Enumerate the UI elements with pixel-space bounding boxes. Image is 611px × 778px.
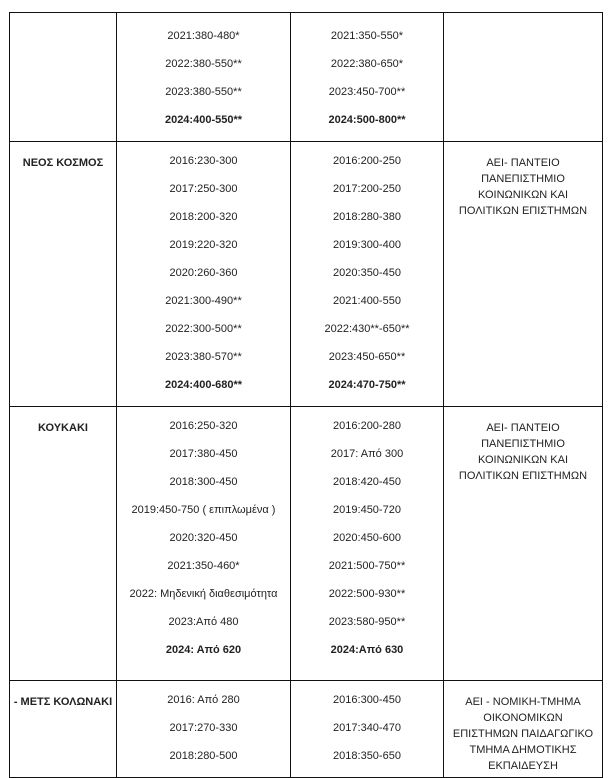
area-cell: ΝΕΟΣ ΚΟΣΜΟΣ (9, 141, 117, 407)
price-entry: 2022:500-930** (328, 588, 406, 600)
area-name (10, 13, 116, 26)
price-entry: 2017:380-450 (169, 448, 238, 460)
price-entry: 2018:280-380 (333, 211, 401, 223)
institution-text: ΑΕΙ- ΠΑΝΤΕΙΟ ΠΑΝΕΠΙΣΤΗΜΙΟ ΚΟΙΝΩΝΙΚΩΝ ΚΑΙ… (458, 422, 588, 482)
price-entry: 2016:200-250 (333, 155, 401, 167)
price-entry: 2024:400-550** (164, 114, 243, 126)
price-entry: 2017: Από 300 (330, 448, 404, 460)
price-entry: 2023:450-700** (328, 86, 406, 98)
price-list: 2016: Από 280 2017:270-330 2018:280-500 (117, 681, 290, 763)
institution-cell (443, 12, 603, 142)
institution-text: ΑΕΙ- ΠΑΝΤΕΙΟ ΠΑΝΕΠΙΣΤΗΜΙΟ ΚΟΙΝΩΝΙΚΩΝ ΚΑΙ… (458, 157, 588, 217)
price-entry: 2024:Από 630 (330, 644, 404, 656)
price-list: 2021:350-550* 2022:380-650* 2023:450-700**… (291, 13, 443, 127)
area-cell (9, 12, 117, 142)
institution-cell: ΑΕΙ - ΝΟΜΙΚΗ-ΤΜΗΜΑ ΟΙΚΟΝΟΜΙΚΩΝ ΕΠΙΣΤΗΜΩΝ… (443, 680, 603, 778)
price-entry: 2021:350-550* (330, 30, 404, 42)
price-entry: 2016:250-320 (169, 420, 238, 432)
price-list: 2016:200-280 2017: Από 300 2018:420-450 201… (291, 407, 443, 657)
price-entry: 2021:400-550 (333, 295, 401, 307)
price-entry: 2017:340-470 (333, 722, 401, 734)
area-cell: - ΜΕΤΣ ΚΟΛΩΝΑΚΙ (9, 680, 117, 778)
price-entry: 2016:300-450 (333, 694, 401, 706)
col2-cell: 2016:200-280 2017: Από 300 2018:420-450 201… (290, 406, 444, 681)
price-entry: 2017:250-300 (169, 183, 238, 195)
rent-table: 2021:380-480* 2022:380-550** 2023:380-550*… (9, 12, 603, 778)
price-entry: 2018:280-500 (169, 750, 238, 762)
table-row: 2021:380-480* 2022:380-550** 2023:380-550*… (9, 12, 603, 142)
price-entry: 2020:260-360 (169, 267, 238, 279)
col1-cell: 2021:380-480* 2022:380-550** 2023:380-550*… (116, 12, 291, 142)
area-name: ΚΟΥΚΑΚΙ (38, 422, 88, 434)
table-row: ΝΕΟΣ ΚΟΣΜΟΣ 2016:230-300 2017:250-300 2018:… (9, 141, 603, 407)
price-entry: 2022:300-500** (165, 323, 242, 335)
area-cell: ΚΟΥΚΑΚΙ (9, 406, 117, 681)
price-entry: 2018:350-650 (333, 750, 401, 762)
price-entry: 2020:320-450 (169, 532, 238, 544)
price-entry: 2022: Μηδενική διαθεσιμότητα (129, 588, 278, 600)
price-entry: 2018:420-450 (333, 476, 401, 488)
price-entry: 2023:380-570** (165, 351, 242, 363)
institution-text: ΑΕΙ - ΝΟΜΙΚΗ-ΤΜΗΜΑ ΟΙΚΟΝΟΜΙΚΩΝ ΕΠΙΣΤΗΜΩΝ… (452, 696, 594, 772)
price-entry: 2024:400-680** (164, 379, 243, 391)
price-list: 2016:200-250 2017:200-250 2018:280-380 2019… (291, 142, 443, 392)
price-entry: 2021:500-750** (328, 560, 406, 572)
area-name: - ΜΕΤΣ ΚΟΛΩΝΑΚΙ (13, 696, 113, 708)
price-entry: 2024:500-800** (328, 114, 406, 126)
price-entry: 2022:380-650* (330, 58, 404, 70)
col2-cell: 2016:300-450 2017:340-470 2018:350-650 (290, 680, 444, 778)
area-name: ΝΕΟΣ ΚΟΣΜΟΣ (22, 157, 104, 169)
price-entry: 2019:220-320 (169, 239, 238, 251)
price-entry: 2024: Από 620 (165, 644, 242, 656)
price-entry: 2020:350-450 (333, 267, 401, 279)
price-entry: 2023:450-650** (328, 351, 406, 363)
price-entry: 2018:300-450 (169, 476, 238, 488)
price-list: 2016:300-450 2017:340-470 2018:350-650 (291, 681, 443, 763)
price-list: 2016:230-300 2017:250-300 2018:200-320 2019… (117, 142, 290, 392)
table-body: 2021:380-480* 2022:380-550** 2023:380-550*… (9, 12, 603, 778)
price-entry: 2023:580-950** (328, 616, 406, 628)
price-entry: 2019:300-400 (333, 239, 401, 251)
price-list: 2016:250-320 2017:380-450 2018:300-450 2019… (117, 407, 290, 657)
price-entry: 2016:200-280 (333, 420, 401, 432)
col2-cell: 2016:200-250 2017:200-250 2018:280-380 2019… (290, 141, 444, 407)
institution-cell: ΑΕΙ- ΠΑΝΤΕΙΟ ΠΑΝΕΠΙΣΤΗΜΙΟ ΚΟΙΝΩΝΙΚΩΝ ΚΑΙ… (443, 406, 603, 681)
price-entry: 2024:470-750** (328, 379, 406, 391)
price-entry: 2016: Από 280 (167, 694, 240, 706)
price-entry: 2019:450-720 (333, 504, 401, 516)
table-row: ΚΟΥΚΑΚΙ 2016:250-320 2017:380-450 2018:300-… (9, 406, 603, 681)
institution-text (444, 13, 602, 26)
price-list: 2021:380-480* 2022:380-550** 2023:380-550*… (117, 13, 290, 127)
table-row: - ΜΕΤΣ ΚΟΛΩΝΑΚΙ 2016: Από 280 2017:270-330… (9, 680, 603, 778)
col1-cell: 2016:230-300 2017:250-300 2018:200-320 2019… (116, 141, 291, 407)
price-entry: 2019:450-750 ( επιπλωμένα ) (131, 504, 276, 516)
price-entry: 2022:380-550** (165, 58, 242, 70)
price-entry: 2017:270-330 (169, 722, 238, 734)
col1-cell: 2016: Από 280 2017:270-330 2018:280-500 (116, 680, 291, 778)
price-entry: 2018:200-320 (169, 211, 238, 223)
price-entry: 2023:380-550** (165, 86, 242, 98)
price-entry: 2016:230-300 (169, 155, 238, 167)
price-entry: 2017:200-250 (333, 183, 401, 195)
col2-cell: 2021:350-550* 2022:380-650* 2023:450-700**… (290, 12, 444, 142)
price-entry: 2020:450-600 (333, 532, 401, 544)
price-entry: 2021:300-490** (165, 295, 242, 307)
price-entry: 2021:380-480* (167, 30, 240, 42)
col1-cell: 2016:250-320 2017:380-450 2018:300-450 2019… (116, 406, 291, 681)
institution-cell: ΑΕΙ- ΠΑΝΤΕΙΟ ΠΑΝΕΠΙΣΤΗΜΙΟ ΚΟΙΝΩΝΙΚΩΝ ΚΑΙ… (443, 141, 603, 407)
price-entry: 2021:350-460* (167, 560, 240, 572)
price-entry: 2023:Από 480 (168, 616, 239, 628)
price-entry: 2022:430**-650** (324, 323, 410, 335)
